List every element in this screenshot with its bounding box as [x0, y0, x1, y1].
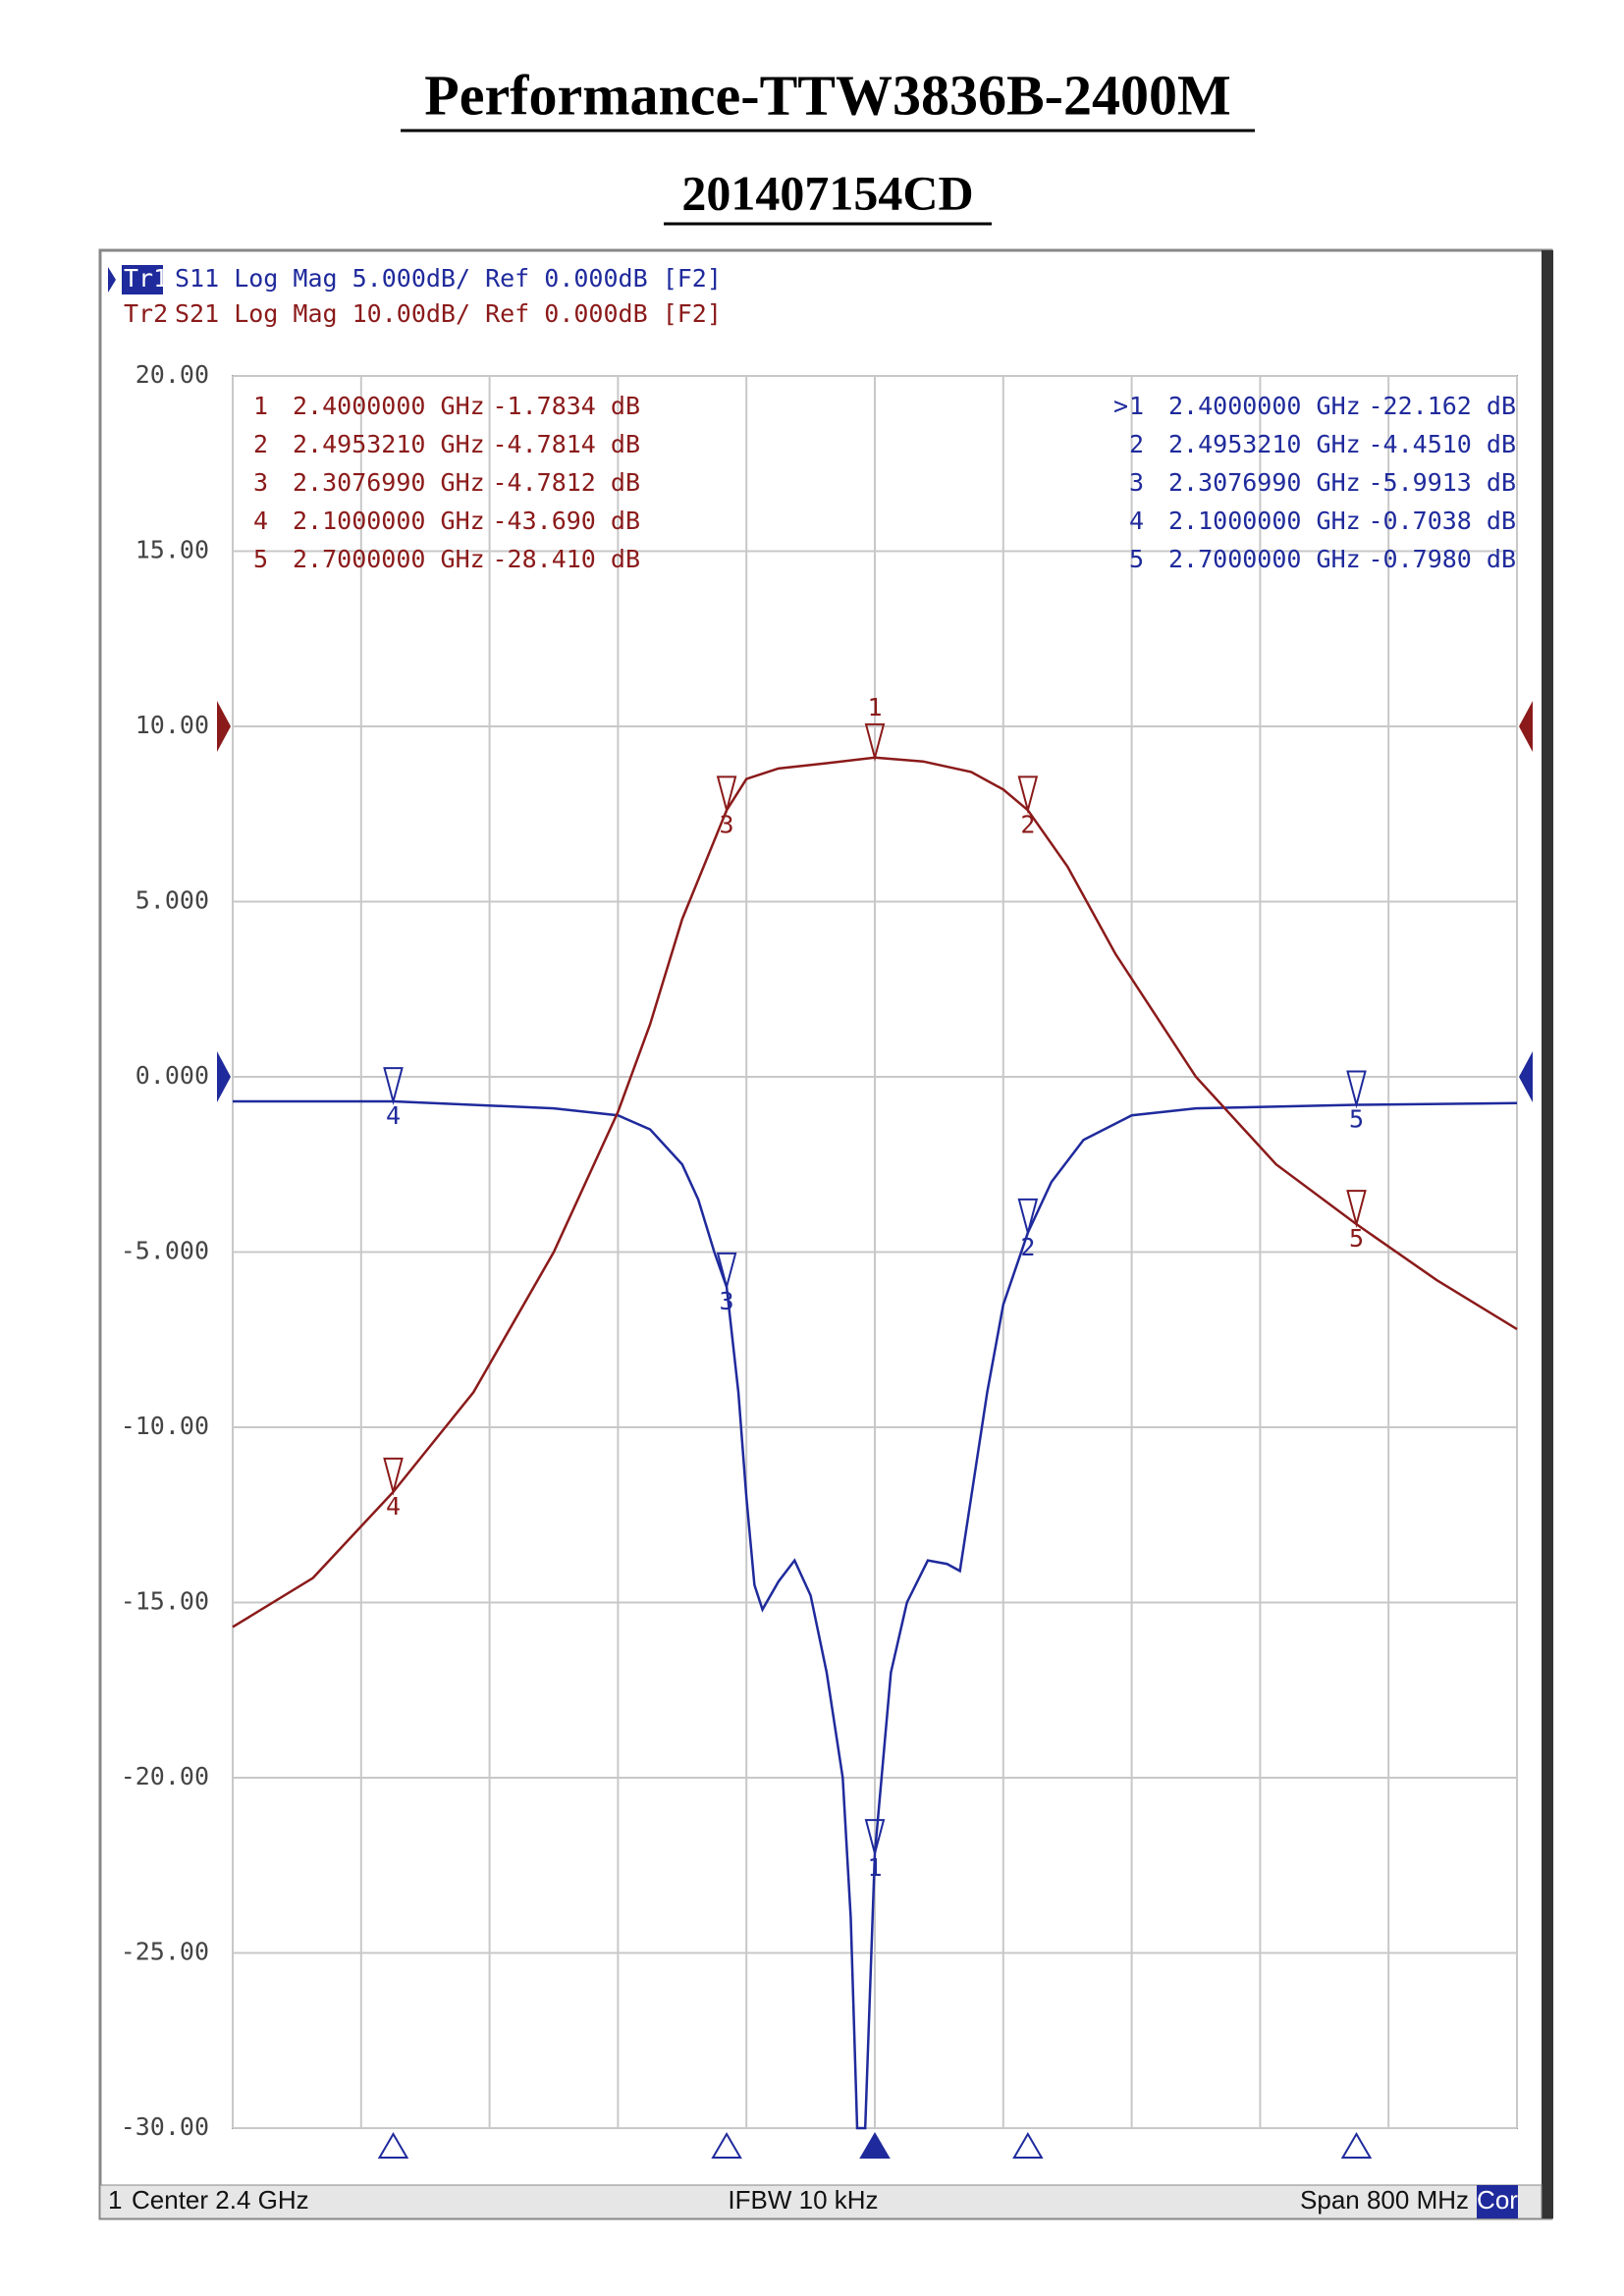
stimulus-marker [1340, 2132, 1373, 2159]
marker-number: 1 [867, 693, 882, 721]
marker-value: -22.162 dB [1368, 392, 1516, 420]
marker-value: -28.410 dB [492, 545, 640, 573]
marker-number: 1 [867, 1853, 882, 1882]
marker-glyph [1017, 775, 1039, 815]
window-edge [1542, 250, 1553, 2218]
marker-number: 4 [386, 1101, 401, 1130]
y-tick-label: -15.00 [121, 1587, 209, 1616]
marker-freq: 2.3076990 GHz [293, 468, 485, 497]
marker-number: 4 [386, 1492, 401, 1521]
ref-arrow [217, 1051, 231, 1102]
y-tick-label: 15.00 [135, 536, 209, 564]
y-tick-label: -30.00 [121, 2112, 209, 2141]
marker-value: -4.7814 dB [492, 430, 640, 458]
marker-id: 2 [253, 430, 268, 458]
trace-label: Tr1 [124, 264, 168, 293]
marker-value: -43.690 dB [492, 507, 640, 535]
ref-arrow [1519, 1051, 1533, 1102]
active-indicator: > [1113, 392, 1128, 420]
cor-box [1477, 2185, 1518, 2218]
marker-glyph [1017, 1198, 1039, 1237]
doc-subtitle: 201407154CD [681, 165, 973, 220]
marker-freq: 2.4000000 GHz [293, 392, 485, 420]
marker-freq: 2.4953210 GHz [1168, 430, 1361, 458]
marker-freq: 2.7000000 GHz [1168, 545, 1361, 573]
trace-line [232, 756, 1518, 1629]
marker-id: 5 [1129, 545, 1144, 573]
marker-id: 4 [1129, 507, 1144, 535]
marker-freq: 2.1000000 GHz [1168, 507, 1361, 535]
trace-info: S11 Log Mag 5.000dB/ Ref 0.000dB [F2] [175, 264, 722, 293]
marker-value: -4.4510 dB [1368, 430, 1516, 458]
marker-number: 3 [720, 810, 734, 838]
y-tick-label: 20.00 [135, 360, 209, 389]
status-span: Span 800 MHz [1300, 2185, 1469, 2215]
marker-glyph [1346, 1190, 1367, 1229]
trace-info: S21 Log Mag 10.00dB/ Ref 0.000dB [F2] [175, 299, 722, 328]
active-trace-box [122, 265, 163, 294]
marker-number: 5 [1349, 1224, 1364, 1253]
marker-id: 1 [1129, 392, 1144, 420]
y-tick-label: 5.000 [135, 886, 209, 915]
marker-freq: 2.7000000 GHz [293, 545, 485, 573]
stimulus-marker [711, 2132, 742, 2159]
marker-glyph [864, 722, 886, 762]
trace-label: Tr2 [124, 299, 168, 328]
doc-title: Performance-TTW3836B-2400M [424, 63, 1230, 127]
active-trace-pointer [108, 267, 116, 293]
stimulus-marker [1012, 2132, 1044, 2159]
marker-value: -0.7980 dB [1368, 545, 1516, 573]
stimulus-marker [859, 2132, 891, 2159]
marker-freq: 2.1000000 GHz [293, 507, 485, 535]
y-tick-label: -5.000 [121, 1237, 209, 1265]
y-tick-label: 10.00 [135, 711, 209, 739]
marker-freq: 2.4000000 GHz [1168, 392, 1361, 420]
marker-glyph [1346, 1070, 1367, 1109]
marker-glyph [716, 1252, 737, 1291]
marker-id: 5 [253, 545, 268, 573]
y-tick-label: -20.00 [121, 1762, 209, 1790]
marker-value: -5.9913 dB [1368, 468, 1516, 497]
marker-id: 3 [1129, 468, 1144, 497]
marker-number: 5 [1349, 1104, 1364, 1133]
marker-number: 3 [720, 1287, 734, 1315]
status-center: Center 2.4 GHz [132, 2185, 309, 2215]
ref-arrow [217, 701, 231, 752]
status-ifbw: IFBW 10 kHz [728, 2185, 878, 2215]
marker-glyph [864, 1819, 886, 1858]
y-tick-label: -25.00 [121, 1938, 209, 1966]
marker-value: -1.7834 dB [492, 392, 640, 420]
marker-value: -4.7812 dB [492, 468, 640, 497]
marker-number: 2 [1020, 1233, 1035, 1261]
marker-freq: 2.4953210 GHz [293, 430, 485, 458]
marker-id: 1 [253, 392, 268, 420]
y-tick-label: 0.000 [135, 1061, 209, 1090]
marker-id: 2 [1129, 430, 1144, 458]
marker-glyph [383, 1457, 404, 1496]
status-cor: Cor [1477, 2185, 1518, 2215]
status-channel: 1 [108, 2185, 122, 2215]
ref-arrow [1519, 701, 1533, 752]
marker-value: -0.7038 dB [1368, 507, 1516, 535]
y-tick-label: -10.00 [121, 1412, 209, 1440]
marker-glyph [716, 775, 737, 815]
stimulus-marker [377, 2132, 409, 2159]
marker-id: 4 [253, 507, 268, 535]
marker-number: 2 [1020, 810, 1035, 838]
marker-freq: 2.3076990 GHz [1168, 468, 1361, 497]
marker-glyph [383, 1067, 404, 1106]
marker-id: 3 [253, 468, 268, 497]
status-bar [99, 2184, 1543, 2219]
